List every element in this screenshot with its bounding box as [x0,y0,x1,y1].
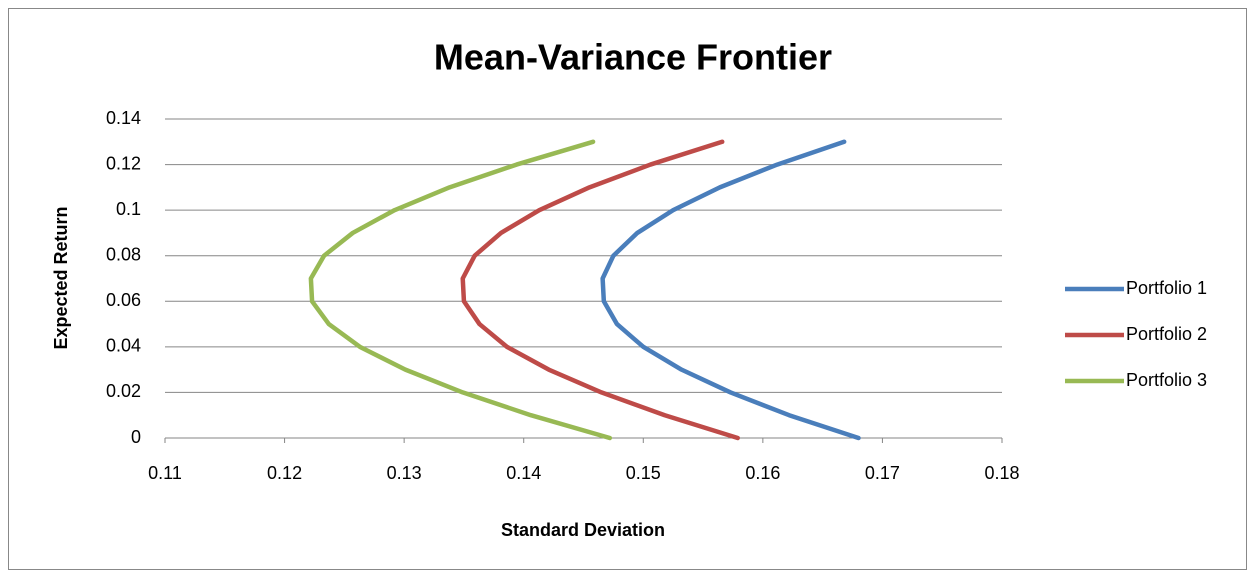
x-tick-label: 0.14 [506,463,541,483]
x-tick-label: 0.13 [387,463,422,483]
chart-border [8,8,1247,570]
chart-title: Mean-Variance Frontier [434,37,832,78]
x-tick-label: 0.15 [626,463,661,483]
x-tick-label: 0.17 [865,463,900,483]
y-tick-label: 0.12 [106,153,141,173]
x-axis-label: Standard Deviation [501,520,665,540]
y-axis-label: Expected Return [51,206,71,349]
y-tick-label: 0.04 [106,336,141,356]
x-tick-label: 0.12 [267,463,302,483]
series-line [308,139,613,441]
series-line [460,139,740,441]
y-tick-label: 0 [131,427,141,447]
legend-label: Portfolio 1 [1126,278,1207,298]
y-tick-label: 0.08 [106,244,141,264]
y-tick-label: 0.14 [106,108,141,128]
x-tick-label: 0.11 [148,463,182,483]
y-tick-label: 0.06 [106,290,141,310]
x-tick-label: 0.18 [984,463,1019,483]
legend-label: Portfolio 3 [1126,370,1207,390]
y-tick-label: 0.1 [116,199,141,219]
y-tick-label: 0.02 [106,381,141,401]
legend-label: Portfolio 2 [1126,324,1207,344]
series-line [600,139,861,441]
x-tick-label: 0.16 [745,463,780,483]
